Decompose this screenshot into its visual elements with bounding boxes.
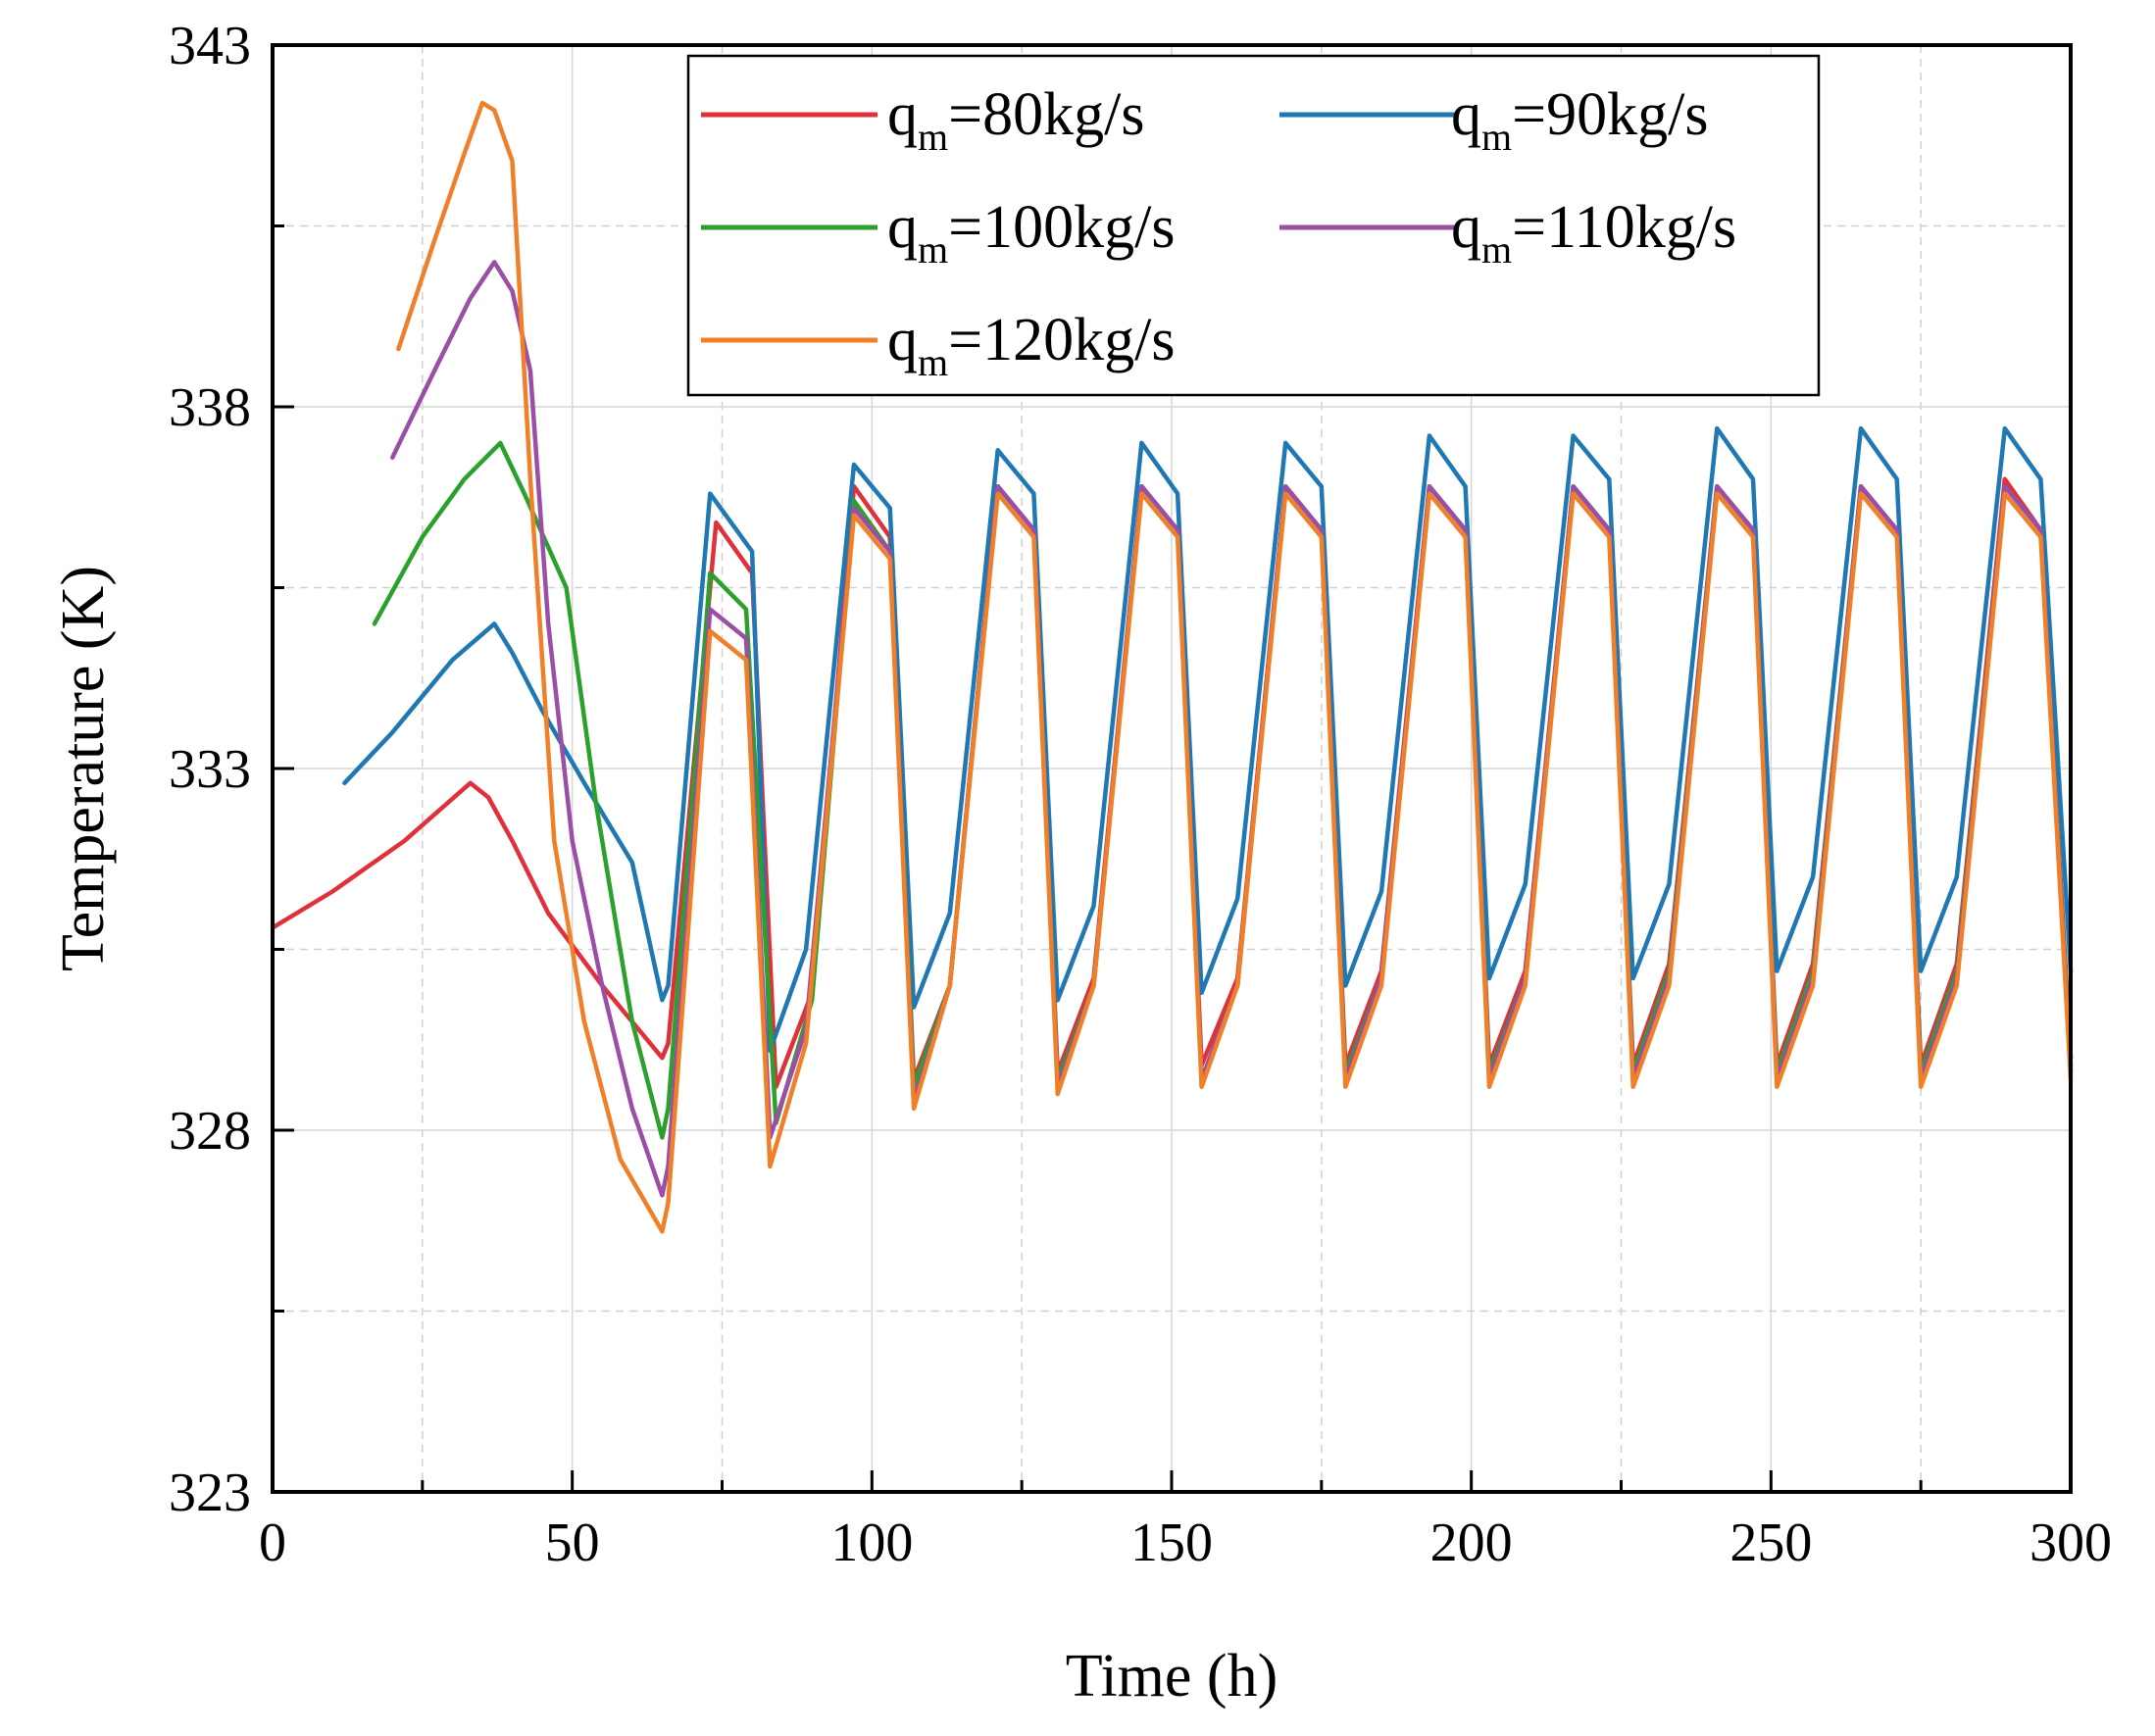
legend-label: qm=110kg/s (1451, 194, 1736, 272)
x-tick-label: 50 (545, 1513, 600, 1573)
series-line-110kgs (390, 260, 2074, 1198)
y-tick-label: 328 (169, 1101, 251, 1162)
x-tick-label: 0 (259, 1513, 286, 1573)
legend-label: qm=100kg/s (887, 194, 1175, 272)
series-line-120kgs (396, 100, 2074, 1234)
x-tick-label: 200 (1430, 1513, 1513, 1573)
x-tick-label: 150 (1130, 1513, 1213, 1573)
legend-label: qm=120kg/s (887, 307, 1175, 384)
y-tick-label: 343 (169, 16, 251, 76)
y-tick-label: 338 (169, 377, 251, 438)
x-tick-label: 250 (1729, 1513, 1812, 1573)
series-lines (270, 100, 2074, 1234)
x-tick-label: 300 (2030, 1513, 2112, 1573)
axis-ticks (271, 43, 2073, 1494)
legend-label: qm=90kg/s (1451, 81, 1708, 159)
x-tick-label: 100 (830, 1513, 913, 1573)
legend: qm=80kg/s qm=90kg/s qm=100kg/s qm=110kg/s qm… (686, 54, 1821, 397)
tick-labels: 0 50 100 150 200 250 300 323 328 333 338 343 (169, 16, 2112, 1573)
x-axis-title: Time (h) (1066, 1643, 1278, 1710)
y-tick-label: 333 (169, 739, 251, 800)
series-line-90kgs (342, 425, 2074, 1054)
y-tick-label: 323 (169, 1463, 251, 1523)
legend-label: qm=80kg/s (887, 81, 1144, 159)
y-axis-title: Temperature (K) (50, 566, 117, 971)
